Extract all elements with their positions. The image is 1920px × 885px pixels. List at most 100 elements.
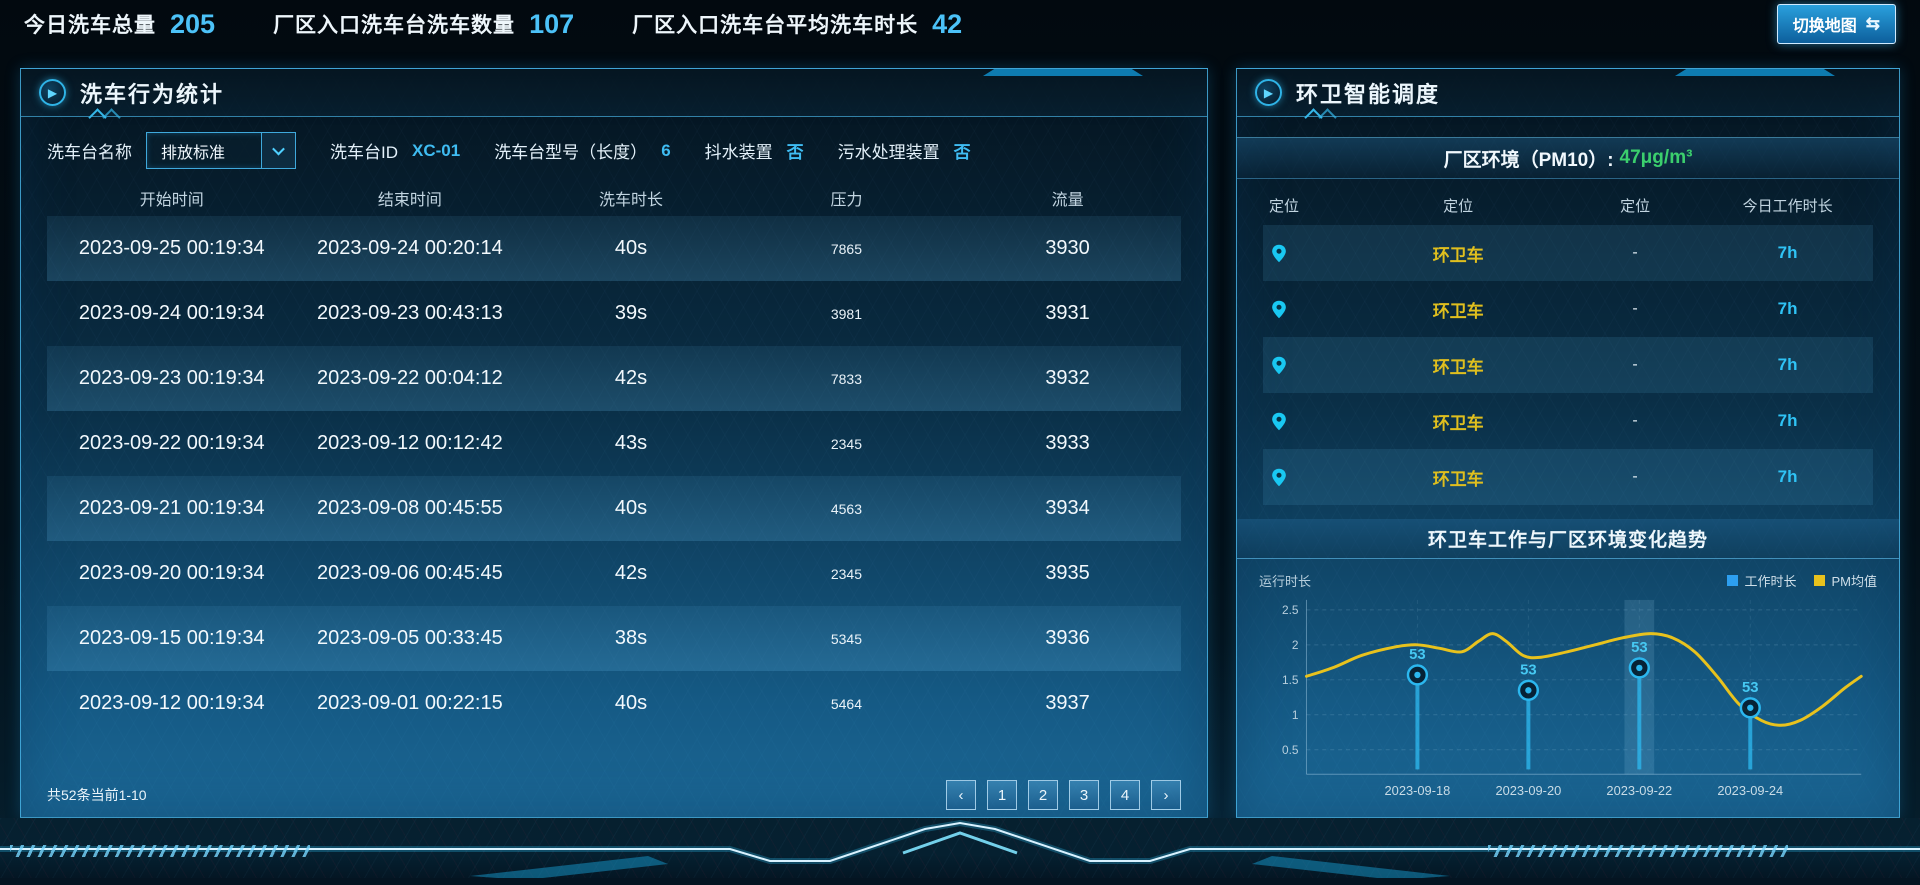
stat-avg-duration: 厂区入口洗车台平均洗车时长 42	[632, 9, 962, 40]
table-cell: 2023-09-22 00:19:34	[78, 432, 265, 454]
play-icon: ▶	[39, 79, 66, 106]
vehicle-work-hours: 7h	[1777, 467, 1798, 486]
hatch-decoration	[1488, 845, 1788, 857]
list-item: 环卫车 - 7h	[1263, 225, 1873, 281]
table-cell: 2023-09-05 00:33:45	[317, 627, 503, 649]
station-model-label: 洗车台型号（长度）	[494, 143, 648, 162]
trend-chart-area: 运行时长 工作时长 PM均值 0.5 1 1.5 2 2.5 2023-09-18 2023…	[1237, 559, 1899, 817]
table-cell: 2023-09-23 00:43:13	[317, 302, 503, 324]
wash-column-header: 结束时间	[377, 192, 442, 209]
list-item: 环卫车 - 7h	[1263, 281, 1873, 337]
switch-map-label: 切换地图	[1792, 18, 1857, 35]
stat-entrance-count-value: 107	[529, 8, 575, 39]
vehicle-table-header: 定位 定位 定位 今日工作时长	[1263, 185, 1873, 225]
vehicle-work-hours: 7h	[1777, 411, 1798, 430]
vehicle-column-header: 定位	[1269, 197, 1300, 215]
table-cell: 5464	[830, 695, 863, 712]
station-id-value: XC-01	[412, 140, 461, 160]
stat-avg-duration-label: 厂区入口洗车台平均洗车时长	[632, 14, 919, 37]
table-row: 2023-09-23 00:19:34 2023-09-22 00:04:12 42…	[47, 346, 1181, 411]
table-cell: 2023-09-15 00:19:34	[78, 627, 265, 649]
record-count-text: 共52条当前1-10	[47, 787, 147, 803]
table-cell: 2023-09-20 00:19:34	[78, 562, 265, 584]
table-cell: 2023-09-06 00:45:45	[317, 562, 503, 584]
legend-item-work[interactable]: 工作时长	[1727, 571, 1796, 590]
wash-statistics-panel: ▶ 洗车行为统计 洗车台名称 排放标准 洗车台ID XC-01 洗车台型号（长度…	[20, 68, 1208, 818]
pm10-environment-bar: 厂区环境（PM10）: 47μg/m³	[1237, 137, 1899, 179]
prev-page-button[interactable]: ‹	[946, 780, 976, 810]
page-button-1[interactable]: 1	[987, 780, 1017, 810]
location-pin-icon[interactable]	[1263, 353, 1348, 378]
trend-chart[interactable]: 0.5 1 1.5 2 2.5 2023-09-18 2023-09-20 2023-09-2…	[1253, 592, 1883, 804]
page-button-2[interactable]: 2	[1028, 780, 1058, 810]
hatch-decoration	[10, 845, 310, 857]
table-row: 2023-09-20 00:19:34 2023-09-06 00:45:45 42…	[47, 541, 1181, 606]
table-cell: 3935	[1045, 562, 1090, 584]
pm10-label: 厂区环境（PM10）:	[1443, 149, 1614, 171]
table-row: 2023-09-22 00:19:34 2023-09-12 00:12:42 43…	[47, 411, 1181, 476]
location-pin-icon[interactable]	[1263, 409, 1348, 434]
wash-column-header: 流量	[1051, 192, 1084, 209]
next-page-button[interactable]: ›	[1151, 780, 1181, 810]
wash-panel-title: 洗车行为统计	[80, 81, 225, 107]
table-row: 2023-09-15 00:19:34 2023-09-05 00:33:45 38…	[47, 606, 1181, 671]
location-pin-icon[interactable]	[1263, 241, 1348, 266]
table-cell: 43s	[614, 432, 648, 454]
chevron-down-icon[interactable]	[261, 133, 295, 168]
svg-text:2023-09-22: 2023-09-22	[1606, 783, 1672, 798]
swap-icon: ⇆	[1865, 14, 1880, 33]
table-cell: 4563	[830, 500, 863, 517]
vehicle-name: 环卫车	[1432, 245, 1484, 265]
station-name-select[interactable]: 排放标准	[146, 132, 296, 169]
table-cell: 40s	[614, 237, 648, 259]
table-cell: 7865	[830, 240, 863, 257]
trend-section-title: 环卫车工作与厂区环境变化趋势	[1237, 519, 1899, 559]
table-cell: 2023-09-12 00:12:42	[317, 432, 503, 454]
table-cell: 39s	[614, 302, 648, 324]
page-button-3[interactable]: 3	[1069, 780, 1099, 810]
vehicle-table: 定位 定位 定位 今日工作时长 环卫车 -7h 环卫车 -7h 环卫车 -7h 环卫车 -7h 环卫车…	[1237, 179, 1899, 505]
vehicle-column-header: 今日工作时长	[1742, 197, 1833, 215]
stat-total-wash-label: 今日洗车总量	[24, 14, 156, 37]
chart-legend: 工作时长 PM均值	[1727, 571, 1877, 590]
wash-table-footer: 共52条当前1-10 ‹ 1 2 3 4 ›	[21, 767, 1207, 817]
wash-table-header: 开始时间 结束时间 洗车时长 压力 流量	[47, 180, 1181, 216]
vehicle-location-placeholder: -	[1632, 356, 1638, 373]
vehicle-location-placeholder: -	[1632, 468, 1638, 485]
switch-map-button[interactable]: 切换地图 ⇆	[1776, 4, 1896, 44]
header-notch-decoration	[1675, 69, 1835, 76]
svg-text:53: 53	[1742, 680, 1759, 696]
table-cell: 2023-09-08 00:45:55	[317, 497, 503, 519]
sanitation-panel-title: 环卫智能调度	[1296, 81, 1441, 107]
table-cell: 3937	[1045, 692, 1090, 714]
vehicle-name: 环卫车	[1432, 301, 1484, 321]
location-pin-icon[interactable]	[1263, 297, 1348, 322]
svg-text:53: 53	[1631, 640, 1648, 656]
table-row: 2023-09-12 00:19:34 2023-09-01 00:22:15 40…	[47, 671, 1181, 736]
table-cell: 7833	[830, 370, 863, 387]
wash-panel-header: ▶ 洗车行为统计	[21, 69, 1207, 127]
station-id-label: 洗车台ID	[330, 143, 398, 162]
legend-item-pm[interactable]: PM均值	[1814, 571, 1877, 590]
table-cell: 42s	[614, 562, 648, 584]
table-cell: 2023-09-22 00:04:12	[317, 367, 503, 389]
vehicle-location-placeholder: -	[1632, 300, 1638, 317]
vehicle-location-placeholder: -	[1632, 244, 1638, 261]
table-cell: 2023-09-24 00:19:34	[78, 302, 265, 324]
vehicle-work-hours: 7h	[1777, 355, 1798, 374]
shake-device-value: 否	[786, 143, 804, 162]
table-row: 2023-09-24 00:19:34 2023-09-23 00:43:13 39…	[47, 281, 1181, 346]
vehicle-work-hours: 7h	[1777, 243, 1798, 262]
vehicle-work-hours: 7h	[1777, 299, 1798, 318]
location-pin-icon[interactable]	[1263, 465, 1348, 490]
table-cell: 2023-09-21 00:19:34	[78, 497, 265, 519]
svg-text:0.5: 0.5	[1282, 743, 1299, 757]
footer-decoration	[0, 818, 1920, 885]
play-icon: ▶	[1255, 79, 1282, 106]
stat-entrance-count: 厂区入口洗车台洗车数量 107	[273, 9, 574, 40]
legend-swatch-work	[1727, 575, 1739, 586]
wash-column-header: 洗车时长	[598, 192, 663, 209]
table-cell: 2023-09-12 00:19:34	[78, 692, 265, 714]
page-button-4[interactable]: 4	[1110, 780, 1140, 810]
